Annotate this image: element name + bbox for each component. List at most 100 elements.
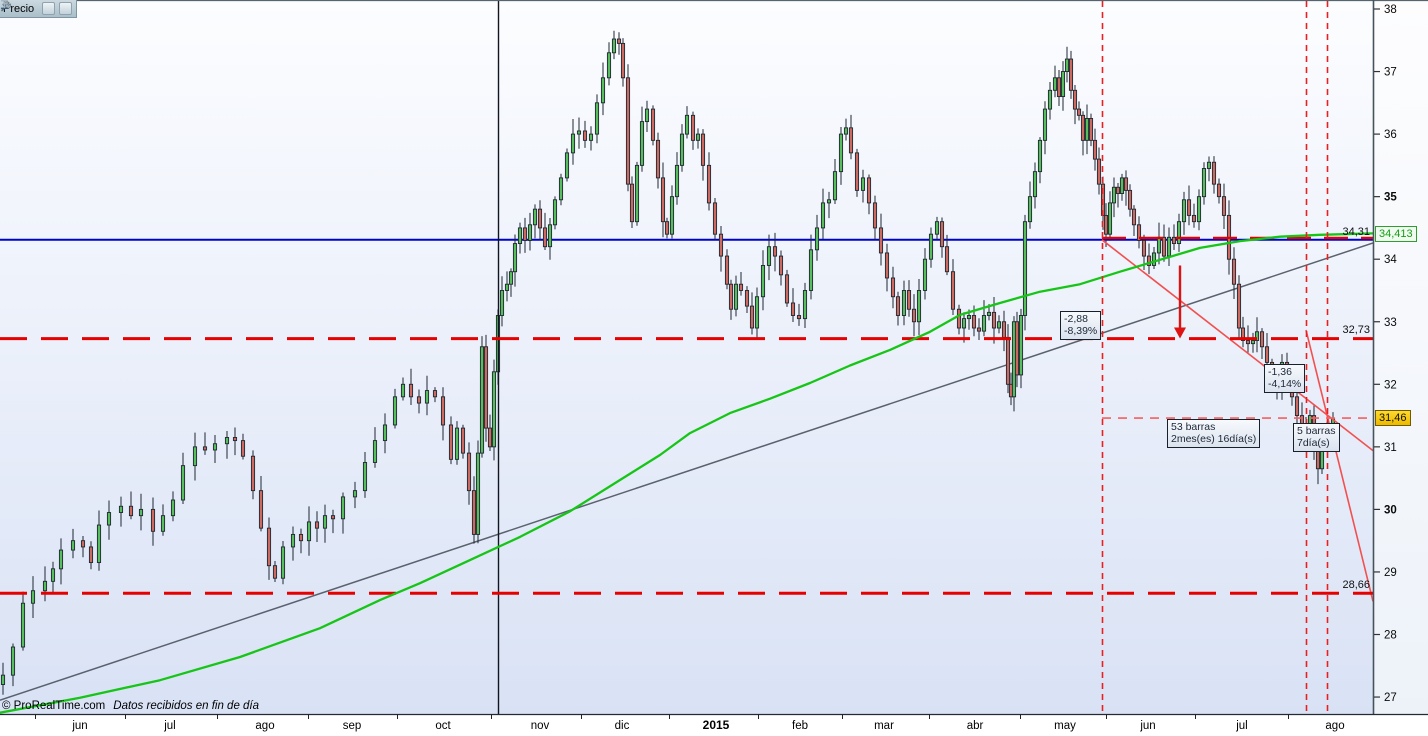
candle [724, 255, 730, 285]
candle [42, 580, 48, 592]
candle [961, 318, 967, 329]
candle [1084, 118, 1090, 141]
candle [266, 527, 272, 567]
candle [1201, 168, 1207, 198]
measure2-duration: 7día(s) [1297, 437, 1330, 449]
time-axis-panel[interactable] [0, 714, 1428, 736]
move-indicator-up-button[interactable] [1, 0, 73, 15]
candle [212, 443, 218, 451]
candle [479, 346, 485, 454]
measure1-value-box[interactable]: -2,88 -8,39% [1060, 311, 1102, 340]
candle [340, 496, 346, 520]
candle [843, 127, 849, 135]
measure2-value-box[interactable]: -1,36 -4,14% [1264, 364, 1306, 393]
candle [475, 452, 481, 535]
candle [1171, 236, 1177, 245]
candle [448, 424, 454, 460]
candle [939, 221, 945, 248]
candle [1176, 221, 1182, 245]
candle [838, 133, 844, 173]
candle [718, 233, 724, 257]
indicator-toolbar: Precio [0, 0, 78, 18]
candle [966, 315, 972, 320]
candle [1037, 139, 1043, 173]
candle [796, 315, 802, 320]
level-label-3431: 34,31 [1342, 226, 1370, 238]
red-trendline-2[interactable] [1305, 329, 1373, 602]
price-axis-label: 30 [1384, 504, 1397, 516]
candle [20, 602, 26, 648]
candle [606, 52, 612, 79]
candle [1014, 321, 1020, 376]
candle [934, 221, 940, 235]
candle [408, 383, 414, 398]
plot-area [0, 1, 1373, 714]
candle [901, 290, 907, 316]
candle [440, 396, 446, 426]
moving-average-line[interactable] [0, 232, 1373, 714]
candle [508, 271, 514, 285]
candle [971, 315, 977, 329]
candle [160, 515, 166, 532]
candle [272, 565, 278, 579]
month-label-ago: ago [1325, 720, 1344, 732]
price-axis-panel[interactable] [1373, 1, 1428, 714]
measure1-pct: -8,39% [1064, 325, 1098, 337]
measure2-bars: 5 barras [1297, 425, 1336, 437]
price-axis-label: 28 [1384, 630, 1397, 642]
candle [527, 224, 533, 241]
candle [1231, 258, 1237, 285]
candle [382, 424, 388, 442]
candle [192, 446, 198, 467]
candle [552, 199, 558, 226]
price-axis-label: 36 [1384, 129, 1397, 141]
candle [629, 183, 635, 223]
candle [733, 283, 739, 310]
candle [860, 177, 866, 191]
candle [1088, 118, 1094, 141]
candle [170, 499, 176, 517]
candle [1103, 214, 1109, 235]
price-axis-label: 33 [1384, 317, 1397, 329]
candle [298, 533, 304, 542]
candle [1196, 196, 1202, 223]
candle [650, 108, 656, 141]
candle [1042, 108, 1048, 141]
month-label-may: may [1054, 720, 1076, 732]
candle [512, 243, 518, 273]
candle [258, 490, 264, 529]
candle [570, 133, 576, 154]
candle [760, 265, 766, 298]
candle [600, 77, 606, 104]
measure1-bars-box[interactable]: 53 barras 2mes(es) 16día(s) [1167, 419, 1261, 448]
gray-trendline[interactable] [0, 242, 1373, 701]
candle [784, 274, 790, 304]
candle [1131, 208, 1137, 226]
candle [706, 164, 712, 204]
candle [1047, 89, 1053, 110]
month-label-mar: mar [874, 720, 894, 732]
candle [392, 396, 398, 426]
candle [517, 227, 523, 245]
candle [772, 246, 778, 257]
down-arrow[interactable] [1174, 265, 1186, 339]
candle [432, 390, 438, 398]
candle [944, 246, 950, 273]
measure2-bars-box[interactable]: 5 barras 7día(s) [1293, 423, 1340, 452]
candle [826, 199, 832, 204]
move-indicator-down-button[interactable] [1, 0, 56, 15]
candle [1294, 396, 1300, 417]
candle [250, 455, 256, 492]
candle [372, 440, 378, 463]
candle [634, 164, 640, 223]
candle [639, 121, 645, 166]
candle [884, 252, 890, 279]
candle [460, 427, 466, 454]
month-label-jun: jun [1139, 720, 1155, 732]
candle [749, 305, 755, 329]
candle [1221, 196, 1227, 216]
candle [1127, 189, 1133, 210]
price-axis-label: 35 [1384, 192, 1397, 204]
